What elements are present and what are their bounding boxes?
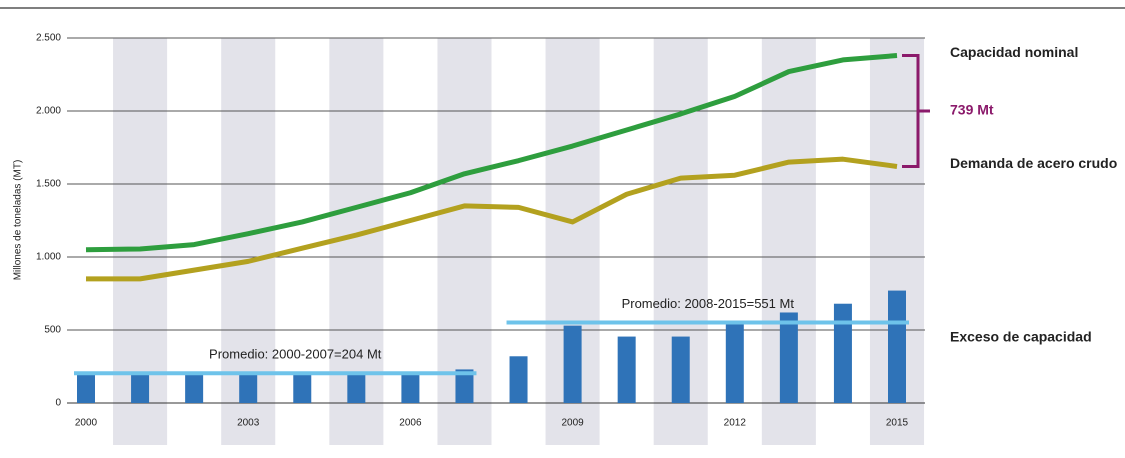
bar — [563, 325, 582, 403]
bar — [779, 312, 798, 403]
gap-label: 739 Mt — [950, 102, 994, 118]
y-tick-label: 1.500 — [36, 179, 61, 190]
bar — [617, 336, 636, 403]
average-label: Promedio: 2000-2007=204 Mt — [209, 347, 382, 362]
bar — [293, 373, 312, 403]
bar — [131, 373, 150, 403]
y-tick-label: 500 — [44, 325, 61, 336]
y-axis-label: Millones de toneladas (MT) — [13, 160, 24, 281]
x-tick-label: 2000 — [75, 418, 98, 429]
y-tick-label: 0 — [55, 398, 61, 409]
bar — [239, 373, 258, 403]
y-tick-label: 2.000 — [36, 106, 61, 117]
x-tick-label: 2009 — [561, 418, 584, 429]
legend-label: Demanda de acero crudo — [950, 155, 1117, 171]
x-tick-label: 2003 — [237, 418, 260, 429]
bracket — [902, 54, 930, 168]
bar — [671, 336, 690, 403]
bar — [185, 373, 204, 403]
bar — [509, 356, 528, 403]
x-tick-label: 2015 — [886, 418, 909, 429]
bar — [77, 373, 95, 403]
legend-label: Exceso de capacidad — [950, 328, 1092, 344]
bar — [401, 373, 420, 403]
bar — [347, 373, 366, 403]
y-tick-label: 1.000 — [36, 252, 61, 263]
line — [85, 53, 898, 253]
line — [86, 156, 898, 282]
average-label: Promedio: 2008-2015=551 Mt — [622, 296, 795, 311]
x-tick-label: 2012 — [724, 418, 747, 429]
y-tick-label: 2.500 — [36, 33, 61, 44]
bar — [888, 290, 906, 403]
legend-label: Capacidad nominal — [950, 44, 1078, 60]
bar — [725, 323, 744, 403]
x-tick-label: 2006 — [399, 418, 422, 429]
bar — [455, 369, 474, 403]
bar — [833, 303, 852, 403]
